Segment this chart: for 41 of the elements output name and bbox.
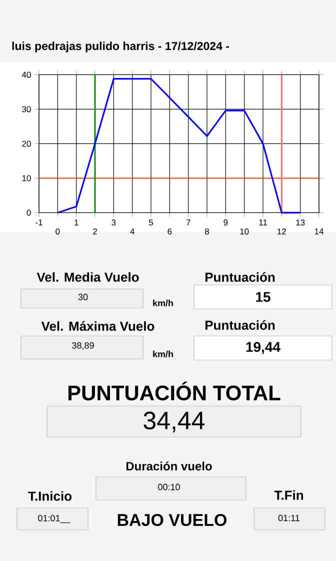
y-tick-label: 0 [26, 210, 31, 216]
x2-tick-label: 12 [278, 228, 286, 234]
x-tick-label: 11 [259, 219, 267, 226]
x-tick-label: 13 [296, 220, 305, 226]
text: Puntuación [205, 320, 275, 330]
text: 30 [78, 294, 88, 300]
text: T.Fin [274, 490, 304, 500]
text: 19,44 [246, 342, 280, 354]
text: Duración vuelo [126, 462, 212, 470]
text: 15 [256, 292, 270, 302]
x2-tick-label: 2 [93, 228, 97, 234]
x2-tick-label: 8 [205, 228, 209, 235]
text: Puntuación [205, 272, 275, 282]
text: km/h [153, 300, 173, 306]
x-tick-label: 5 [148, 219, 154, 226]
x2-tick-label: 6 [168, 228, 172, 235]
text: BAJO VUELO [118, 514, 227, 526]
x-tick-label: 9 [224, 220, 228, 226]
x2-tick-label: 14 [314, 228, 324, 234]
text: T.Inicio [28, 491, 72, 501]
y-tick-label: 30 [22, 106, 31, 112]
text: 01:11 [278, 514, 300, 522]
y-tick-label: 10 [22, 175, 31, 182]
x2-tick-label: 0 [56, 228, 60, 235]
chart-title: luis pedrajas pulido harris - 17/12/2024 - [12, 42, 230, 52]
text: 01:01__ [38, 514, 70, 524]
text: 00:10 [158, 484, 180, 490]
x2-tick-label: 4 [130, 228, 134, 234]
x-tick-label: 7 [186, 219, 190, 226]
text: Vel. Media Vuelo [36, 272, 139, 282]
x-tick-label: 3 [112, 220, 116, 226]
text: 38,89 [72, 342, 94, 350]
x-tick-label: -1 [36, 219, 42, 226]
y-tick-label: 20 [22, 140, 31, 147]
x-tick-label: 1 [74, 219, 78, 226]
text: PUNTUACIÓN TOTAL [68, 382, 280, 400]
text: 34,44 [144, 412, 205, 432]
text: km/h [153, 350, 173, 358]
y-tick-label: 40 [22, 72, 31, 78]
text: Vel. Máxima Vuelo [41, 321, 154, 331]
x2-tick-label: 10 [240, 228, 249, 235]
